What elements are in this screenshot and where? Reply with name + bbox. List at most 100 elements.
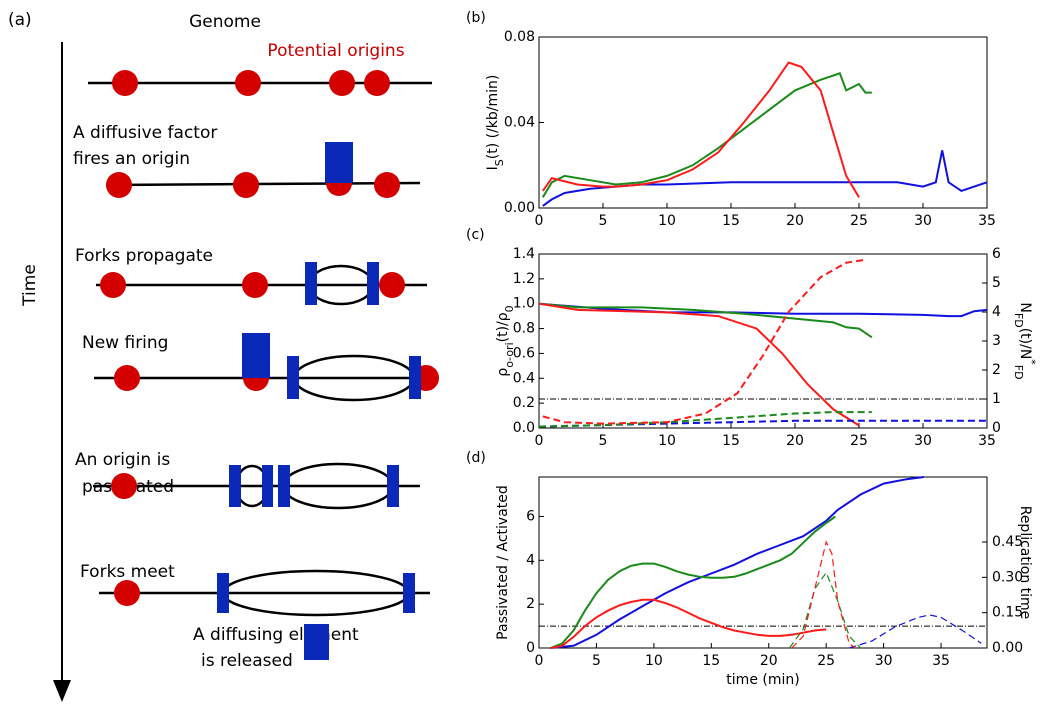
label-part: N xyxy=(1017,302,1033,312)
y-tick-label: 0.0 xyxy=(513,420,535,436)
label-part: 0 xyxy=(503,305,516,312)
arrow-head xyxy=(53,680,71,702)
plot-frame xyxy=(538,253,988,429)
series-line xyxy=(550,476,924,649)
x-tick-label: 35 xyxy=(978,213,996,229)
y-tick-label: 0.00 xyxy=(504,200,535,216)
genome-label: Genome xyxy=(189,12,261,32)
step-text: New firing xyxy=(82,333,168,353)
y2-tick-label: 0.00 xyxy=(992,640,1023,656)
step-text: is released xyxy=(201,651,293,671)
series-line xyxy=(542,258,866,425)
label-part: S xyxy=(493,159,506,166)
x-tick-label: 10 xyxy=(658,433,676,449)
x-axis-label: time (min) xyxy=(726,672,799,688)
y2-tick-label: 0.15 xyxy=(992,605,1023,621)
step-text: An origin is xyxy=(75,450,170,470)
series-line xyxy=(538,419,987,428)
panel-label: (a) xyxy=(8,10,32,30)
x-tick-label: 20 xyxy=(786,213,804,229)
x-tick-label: 30 xyxy=(914,433,932,449)
series-line xyxy=(538,411,872,428)
x-tick-label: 25 xyxy=(850,213,868,229)
panel-label: (c) xyxy=(466,227,485,243)
x-tick-label: 5 xyxy=(592,653,601,669)
y-tick-label: 0.04 xyxy=(504,115,535,131)
series-line xyxy=(542,150,988,207)
y2-tick-label: 6 xyxy=(992,246,1001,262)
series-line xyxy=(541,61,860,198)
x-tick-label: 25 xyxy=(817,653,835,669)
y-axis-label: IS(t) (/kb/min) xyxy=(485,75,506,171)
y2-tick-label: 5 xyxy=(992,275,1001,291)
label-part: FD xyxy=(1013,313,1026,328)
y2-tick-label: 3 xyxy=(992,333,1001,349)
label-part: o-ori xyxy=(503,342,516,367)
y2-tick-label: 0 xyxy=(992,420,1001,436)
y-tick-label: 1.0 xyxy=(513,296,535,312)
panel-label: (d) xyxy=(466,450,486,466)
x-tick-label: 15 xyxy=(722,433,740,449)
origins xyxy=(100,70,439,606)
y-tick-label: 0.6 xyxy=(513,345,535,361)
series-line xyxy=(538,302,860,427)
label-part: (t)/N xyxy=(1017,328,1033,360)
x-tick-label: 35 xyxy=(932,653,950,669)
x-tick-label: 20 xyxy=(760,653,778,669)
x-tick-label: 35 xyxy=(978,433,996,449)
x-tick-label: 0 xyxy=(535,653,544,669)
y-tick-label: 0 xyxy=(526,640,535,656)
x-tick-label: 15 xyxy=(702,653,720,669)
y-tick-label: 0.8 xyxy=(513,321,535,337)
x-tick-label: 0 xyxy=(535,433,544,449)
series-line xyxy=(538,302,873,339)
x-tick-label: 20 xyxy=(786,433,804,449)
x-tick-label: 25 xyxy=(850,433,868,449)
step-text: A diffusive factor xyxy=(73,123,217,143)
label-part: * xyxy=(1026,359,1039,365)
x-tick-label: 5 xyxy=(599,213,608,229)
label-part: (t)/ρ xyxy=(495,312,511,342)
y2-tick-label: 4 xyxy=(992,304,1001,320)
y-tick-label: 0.4 xyxy=(513,370,535,386)
y2-tick-label: 2 xyxy=(992,362,1001,378)
time-label: Time xyxy=(20,264,40,307)
label-part: ρ xyxy=(495,368,511,377)
y-tick-label: 0.08 xyxy=(504,29,535,45)
y2-tick-label: 0.45 xyxy=(992,534,1023,550)
panel-label: (b) xyxy=(466,10,486,26)
y-axis-label: ρo-ori(t)/ρ0 xyxy=(495,305,516,376)
factors xyxy=(217,142,421,660)
series-line xyxy=(791,540,856,649)
y-axis-label: Passivated / Activated xyxy=(495,485,511,640)
origins-label: Potential origins xyxy=(267,41,404,61)
y2-axis-label: Replication time xyxy=(1017,506,1033,620)
step-text: Forks meet xyxy=(80,562,175,582)
step-text: A diffusing element xyxy=(193,625,359,645)
x-tick-label: 15 xyxy=(722,213,740,229)
x-tick-label: 10 xyxy=(658,213,676,229)
panel-a: (a) Genome Potential origins Time A diff… xyxy=(8,10,439,702)
step-text: fires an origin xyxy=(73,149,190,169)
series-line xyxy=(788,571,862,649)
series-line xyxy=(550,598,827,649)
x-tick-label: 30 xyxy=(875,653,893,669)
y2-axis-label: NFD(t)/N*FD xyxy=(1013,302,1039,379)
series-line xyxy=(550,515,836,649)
label-part: (t) (/kb/min) xyxy=(485,75,501,160)
label-part: FD xyxy=(1013,365,1026,380)
step-text: Forks propagate xyxy=(75,246,213,266)
y-tick-label: 0.2 xyxy=(513,395,535,411)
x-tick-label: 10 xyxy=(645,653,663,669)
y-tick-label: 4 xyxy=(526,552,535,568)
x-tick-label: 0 xyxy=(535,213,544,229)
y-tick-label: 6 xyxy=(526,508,535,524)
x-tick-label: 5 xyxy=(599,433,608,449)
plot-frame xyxy=(538,476,988,649)
x-tick-label: 30 xyxy=(914,213,932,229)
y2-tick-label: 0.30 xyxy=(992,569,1023,585)
series-line xyxy=(849,614,982,649)
